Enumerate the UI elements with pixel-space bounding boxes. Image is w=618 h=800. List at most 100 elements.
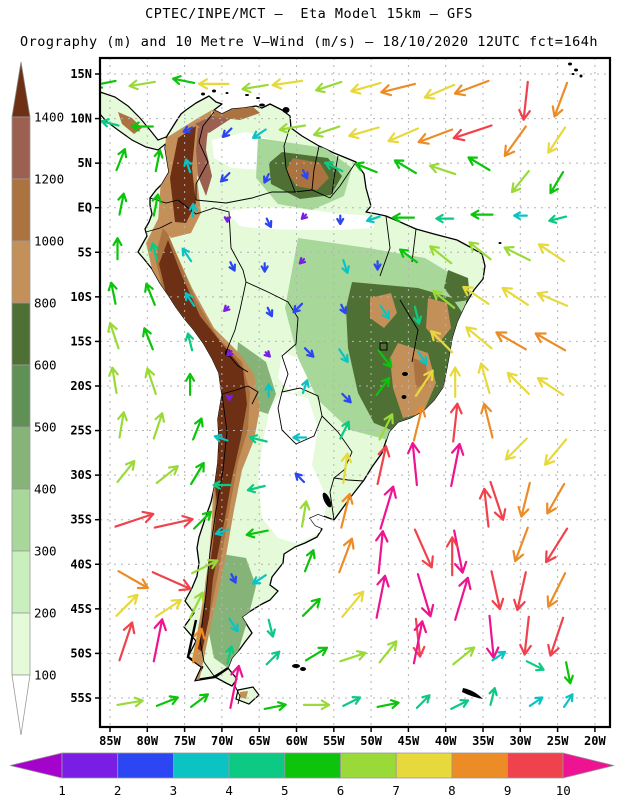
wind-arrow — [377, 349, 393, 369]
wind-arrow — [144, 367, 157, 395]
wind-arrow — [252, 574, 267, 585]
wind-arrow — [536, 290, 569, 307]
elevation-colorbar-label: 100 — [34, 668, 57, 683]
orography-lowland-parana — [258, 392, 328, 544]
wind-arrow — [117, 411, 128, 439]
wind-arrow — [563, 661, 574, 685]
wind-arrow — [185, 372, 196, 396]
wind-arrow — [375, 530, 389, 575]
wind-arrow — [341, 259, 350, 274]
lat-label: 55S — [70, 691, 92, 705]
wind-arrow — [348, 126, 380, 140]
lon-label: 75W — [174, 734, 196, 748]
wind-arrow — [303, 347, 315, 358]
wind-arrow — [181, 247, 193, 263]
wind-colorbar-block — [395, 752, 453, 779]
wind-arrow — [226, 349, 234, 357]
wind-colorbar-label: 2 — [114, 783, 122, 798]
wind-arrow — [495, 331, 527, 351]
wind-colorbar-block — [340, 752, 397, 779]
lon-label: 70W — [211, 734, 233, 748]
wind-colorbar-label: 1 — [58, 783, 66, 798]
wind-arrow — [112, 237, 123, 261]
wind-vector-field — [100, 75, 574, 711]
wind-arrow — [301, 379, 310, 394]
lat-label: 40S — [70, 557, 92, 571]
wind-colorbar-label: 9 — [504, 783, 512, 798]
wind-arrow — [302, 699, 331, 711]
wind-colorbar-label: 7 — [392, 783, 400, 798]
wind-arrow — [468, 241, 492, 261]
wind-arrow — [477, 362, 491, 394]
wind-arrow — [340, 452, 352, 485]
wind-arrow — [376, 445, 391, 486]
wind-arrow — [412, 305, 423, 325]
wind-arrow — [153, 514, 194, 529]
wind-colorbar-block — [507, 752, 564, 779]
wind-arrow — [450, 442, 465, 488]
wind-arrow — [225, 645, 235, 665]
border-line — [283, 126, 296, 193]
wind-arrow — [116, 459, 136, 484]
wind-colorbar-block — [228, 752, 286, 779]
wind-arrow — [414, 369, 434, 397]
wind-arrow — [548, 214, 568, 224]
wind-arrow — [144, 282, 156, 306]
wind-arrow — [252, 128, 267, 139]
wind-arrow — [212, 480, 232, 490]
wind-arrow — [298, 257, 307, 265]
wind-arrow — [518, 80, 531, 121]
wind-arrow — [413, 528, 434, 569]
border-line — [177, 199, 247, 353]
wind-arrow — [549, 171, 565, 195]
wind-arrow — [114, 510, 155, 528]
wind-arrow — [118, 621, 136, 662]
lat-label: 20S — [70, 379, 92, 393]
border-line — [195, 111, 215, 200]
wind-arrow — [512, 526, 529, 563]
wind-arrow — [342, 696, 362, 707]
elevation-colorbar-label: 1200 — [34, 172, 64, 187]
wind-arrow — [428, 162, 457, 176]
wind-arrow — [391, 212, 415, 223]
wind-arrow — [324, 161, 344, 173]
border-line — [411, 228, 417, 263]
wind-arrow — [416, 350, 428, 365]
wind-arrow — [378, 413, 394, 441]
wind-arrow — [229, 573, 237, 584]
wind-arrow — [387, 127, 419, 144]
wind-arrow — [454, 576, 472, 621]
wind-arrow — [365, 214, 381, 224]
wind-colorbar-left-arrow — [9, 752, 63, 779]
wind-arrow — [503, 125, 527, 157]
wind-arrow — [435, 213, 455, 224]
wind-arrow — [192, 417, 204, 441]
elevation-colorbar-block — [11, 426, 31, 490]
wind-colorbar-block — [451, 752, 508, 779]
wind-arrow — [100, 118, 120, 128]
wind-arrow — [452, 124, 493, 142]
wind-arrow — [300, 212, 309, 220]
island — [571, 73, 575, 75]
elevation-colorbar-bottom-arrow — [11, 674, 31, 736]
border-line — [149, 197, 179, 204]
wind-arrow — [149, 242, 159, 262]
elevation-colorbar-label: 600 — [34, 358, 57, 373]
island — [292, 664, 300, 668]
lake — [402, 372, 408, 376]
wind-arrow — [423, 83, 456, 100]
wind-arrow — [503, 246, 531, 262]
wind-colorbar-block — [117, 752, 174, 779]
elevation-colorbar-block — [11, 550, 31, 614]
orography-patch-tdf — [240, 691, 248, 699]
elevation-colorbar-label: 1400 — [34, 110, 64, 125]
wind-arrow — [315, 80, 343, 94]
wind-arrow — [379, 485, 397, 530]
wind-arrow — [278, 123, 307, 134]
wind-arrow — [117, 192, 128, 216]
island — [201, 92, 205, 96]
wind-arrow — [415, 694, 431, 709]
border-line — [145, 221, 173, 233]
wind-arrow — [263, 350, 271, 358]
island — [282, 107, 290, 113]
